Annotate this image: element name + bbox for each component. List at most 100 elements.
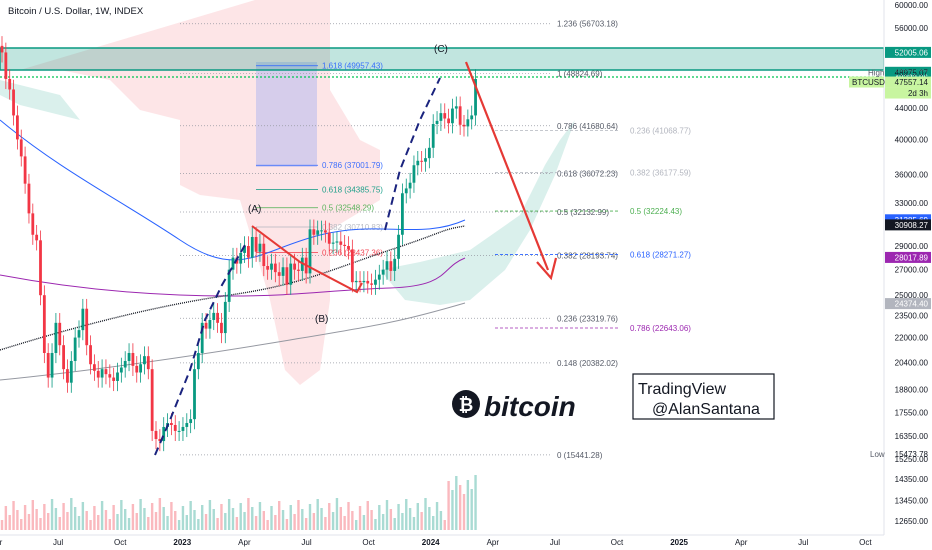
price-tick: 13450.00 [895, 497, 929, 506]
volume-bar [12, 501, 15, 530]
candle-body [77, 330, 81, 338]
candle-body [277, 272, 281, 276]
candle-body [370, 283, 373, 285]
impulse-dashed-1 [154, 244, 246, 456]
candle-body [377, 274, 381, 280]
volume-bar [266, 520, 269, 530]
candle-body [119, 367, 123, 373]
candle-body [374, 279, 377, 285]
fib-right-label: 0.618 (28271.27) [630, 250, 691, 259]
volume-bar [120, 500, 123, 530]
price-label-bg [885, 46, 931, 58]
volume-bar [197, 519, 200, 530]
candle-body [223, 301, 227, 334]
candle-body [135, 365, 139, 373]
candle-body [108, 374, 112, 378]
volume-bar [208, 500, 212, 530]
candle-body [293, 263, 296, 270]
price-tick: 20400.00 [895, 359, 929, 368]
low-label: Low [870, 450, 885, 459]
price-tick: 14350.00 [895, 475, 929, 484]
candle-body [401, 193, 404, 235]
candle-body [443, 113, 447, 119]
candle-body [181, 426, 185, 431]
time-tick: Jul [798, 538, 808, 547]
candle-body [397, 234, 400, 259]
volume-bar [189, 501, 192, 530]
volume-bar [139, 499, 142, 530]
candle-body [39, 240, 42, 296]
volume-bar [20, 519, 23, 530]
volume-bar [212, 509, 215, 530]
volume-bar [50, 499, 54, 530]
fib-right-label: 0.236 (41068.77) [630, 127, 691, 136]
candle-body [408, 182, 412, 189]
volume-bar [331, 512, 335, 530]
candle-body [73, 337, 77, 361]
candle-body [193, 369, 196, 420]
cloud-layer [0, 0, 885, 385]
candle-body [424, 158, 427, 162]
chart-title: Bitcoin / U.S. Dollar, 1W, INDEX [8, 6, 144, 17]
candle-body [420, 160, 424, 162]
volume-bar [177, 520, 181, 530]
volume-bar [320, 508, 323, 530]
price-label: 28017.89 [895, 253, 929, 262]
candle-body [58, 322, 62, 346]
volume-bar [458, 485, 462, 530]
price-tick: 33000.00 [895, 199, 929, 208]
volume-bar [393, 518, 396, 530]
time-tick: Apr [735, 538, 748, 547]
candle-body [143, 356, 146, 365]
symbol-tag: BTCUSD [852, 78, 885, 87]
candle-body [12, 89, 15, 116]
candle-body [150, 369, 154, 431]
price-tick: 56000.00 [895, 24, 929, 33]
volume-bar [355, 520, 358, 530]
candle-body [27, 183, 31, 214]
candle-body [231, 257, 235, 270]
candle-body [362, 280, 366, 283]
candle-body [350, 249, 354, 283]
volume-bar [224, 513, 227, 530]
candle-body [216, 312, 219, 323]
candle-body [146, 356, 150, 370]
volume-bar [93, 506, 96, 530]
volume-bar [389, 509, 393, 530]
volume-bar [312, 513, 316, 530]
volume-bar [23, 505, 27, 530]
volume-bar [339, 507, 342, 530]
volume-bar [243, 512, 246, 530]
volume-bar [135, 513, 138, 530]
candle-body [127, 352, 131, 361]
fib-label: 0.618 (36072.23) [557, 170, 618, 179]
price-tick: 44000.00 [895, 104, 929, 113]
volume-bar [154, 512, 158, 530]
candle-body [343, 244, 347, 246]
volume-bar [231, 508, 235, 530]
volume-bar [227, 499, 231, 530]
volume-bar [127, 518, 131, 530]
time-tick: Apr [487, 538, 500, 547]
volume-bar [100, 501, 104, 530]
volume-bar [77, 516, 81, 530]
candle-body [474, 78, 477, 116]
volume-bar [297, 500, 300, 530]
price-tick: 36000.00 [895, 170, 929, 179]
candle-body [4, 52, 8, 79]
candle-body [42, 295, 46, 353]
candle-body [123, 360, 127, 368]
candle-body [320, 230, 323, 232]
candle-body [69, 360, 73, 383]
volume-bar [405, 499, 408, 530]
countdown-bg [885, 87, 931, 99]
candle-body [316, 230, 320, 235]
candle-body [297, 269, 300, 271]
high-label: High [868, 68, 884, 77]
price-label: 52005.06 [895, 48, 929, 57]
bitcoin-symbol: ₿ [459, 395, 474, 415]
projection-arrow [464, 61, 550, 271]
volume-bar [220, 504, 223, 530]
candle-body [381, 269, 385, 275]
